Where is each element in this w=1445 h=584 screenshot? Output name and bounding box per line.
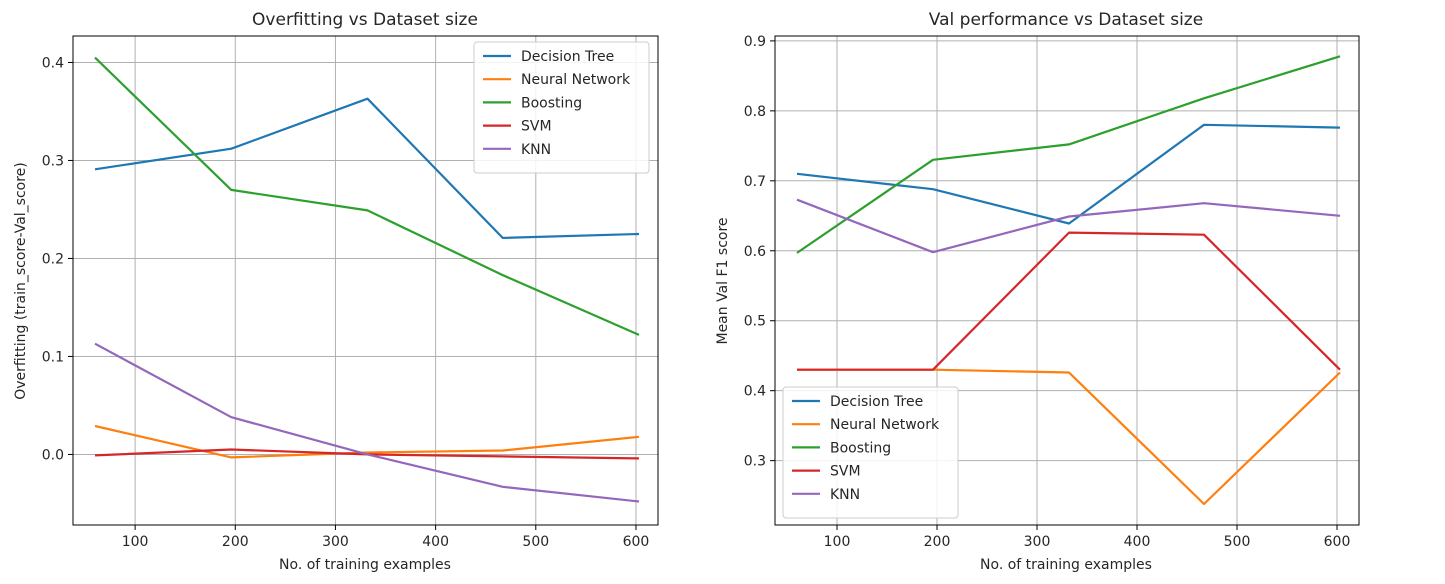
x-tick-label: 600 xyxy=(1324,534,1351,550)
y-tick-label: 0.2 xyxy=(42,251,64,267)
y-tick-label: 0.3 xyxy=(744,454,766,470)
y-tick-label: 0.0 xyxy=(42,447,64,463)
y-tick-label: 0.9 xyxy=(744,34,766,50)
y-tick-label: 0.7 xyxy=(744,174,766,190)
x-tick-label: 400 xyxy=(1124,534,1151,550)
x-tick-label: 600 xyxy=(623,534,650,550)
legend-label: KNN xyxy=(830,487,860,503)
x-tick-label: 300 xyxy=(1024,534,1051,550)
y-tick-label: 0.4 xyxy=(42,55,64,71)
legend: Decision Tree Neural Network Boosting SVM KN… xyxy=(782,386,959,519)
legend: Decision Tree Neural Network Boosting SVM KN… xyxy=(473,41,650,174)
y-tick-label: 0.8 xyxy=(744,104,766,120)
series-line-decision-tree xyxy=(796,123,1341,225)
legend-label: Neural Network xyxy=(830,417,940,433)
series-line-boosting xyxy=(94,56,640,336)
val-performance-chart: Val performance vs Dataset size 100 200 30… xyxy=(715,10,1360,573)
plot-frame xyxy=(774,35,1360,526)
legend-label: Decision Tree xyxy=(521,49,614,65)
series-line-neural-network xyxy=(94,424,640,459)
series-line-boosting xyxy=(796,55,1341,254)
legend-box xyxy=(473,41,650,174)
plot-frame xyxy=(72,35,659,526)
x-tick-label: 500 xyxy=(1224,534,1251,550)
legend-label: Decision Tree xyxy=(830,394,923,410)
series-line-svm xyxy=(797,231,1341,371)
x-tick-label: 300 xyxy=(322,534,349,550)
chart-title: Val performance vs Dataset size xyxy=(929,10,1203,30)
x-axis-label: No. of training examples xyxy=(980,557,1152,573)
overfitting-chart: Overfitting vs Dataset size 100 200 300 400… xyxy=(13,10,659,573)
x-tick-label: 400 xyxy=(422,534,449,550)
chart-title: Overfitting vs Dataset size xyxy=(252,10,478,30)
series-line-decision-tree xyxy=(94,97,640,239)
x-tick-label: 100 xyxy=(122,534,149,550)
legend-box xyxy=(782,386,959,519)
x-tick-label: 200 xyxy=(222,534,249,550)
series-line-knn xyxy=(796,198,1341,254)
y-tick-label: 0.1 xyxy=(42,349,64,365)
legend-label: Neural Network xyxy=(521,72,631,88)
legend-label: Boosting xyxy=(521,95,582,111)
y-tick-label: 0.5 xyxy=(744,314,766,330)
legend-label: SVM xyxy=(830,464,861,480)
x-tick-label: 500 xyxy=(522,534,549,550)
series-line-knn xyxy=(94,342,640,503)
y-tick-label: 0.3 xyxy=(42,153,64,169)
legend-label: Boosting xyxy=(830,440,891,456)
x-tick-label: 200 xyxy=(924,534,951,550)
y-axis-label: Mean Val F1 score xyxy=(715,217,731,344)
y-axis-label: Overfitting (train_score-Val_score) xyxy=(13,162,29,400)
legend-label: SVM xyxy=(521,119,552,135)
legend-label: KNN xyxy=(521,142,551,158)
y-tick-label: 0.4 xyxy=(744,384,766,400)
x-tick-label: 100 xyxy=(824,534,851,550)
y-tick-label: 0.6 xyxy=(744,244,766,260)
x-axis-label: No. of training examples xyxy=(279,557,451,573)
